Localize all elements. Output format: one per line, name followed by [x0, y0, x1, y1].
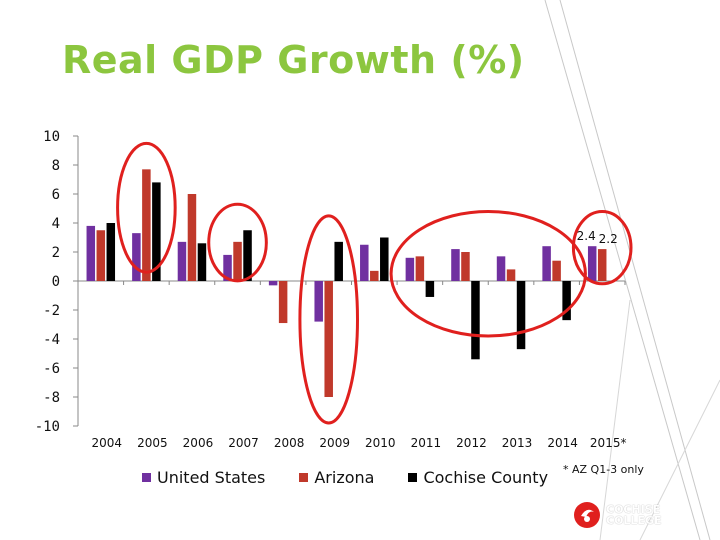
college-logo: COCHISE COLLEGE [572, 500, 662, 530]
bar-united-states [177, 241, 187, 281]
highlight-circle [389, 210, 587, 338]
y-tick-label: -10 [35, 419, 60, 435]
bar-arizona [324, 281, 333, 397]
y-tick-label: 8 [52, 158, 60, 174]
x-tick-label: 2014 [547, 436, 578, 450]
bar-united-states [587, 246, 597, 281]
bar-united-states [132, 233, 141, 281]
x-tick-label: 2010 [365, 436, 396, 450]
legend-item-us: United States [142, 468, 265, 487]
bar-arizona [278, 281, 288, 324]
legend-item-cc: Cochise County [408, 468, 548, 487]
legend-swatch-us [142, 473, 151, 482]
footnote: * AZ Q1-3 only [563, 463, 644, 476]
bar-united-states [405, 257, 415, 281]
bar-united-states [314, 281, 323, 322]
x-tick-label: 2013 [502, 436, 533, 450]
bar-arizona [96, 230, 106, 281]
chart-legend: United States Arizona Cochise County [142, 468, 548, 487]
data-label: 2.4 [577, 229, 596, 243]
bar-united-states [223, 254, 232, 281]
bar-united-states [86, 225, 96, 281]
x-tick-label: 2008 [274, 436, 305, 450]
legend-swatch-az [299, 473, 309, 482]
legend-label-az: Arizona [314, 468, 375, 487]
bar-arizona [415, 256, 425, 281]
x-tick-label: 2004 [92, 436, 123, 450]
bar-arizona [506, 269, 516, 281]
y-tick-label: -6 [43, 361, 60, 377]
bar-arizona [461, 252, 470, 281]
bar-arizona [233, 241, 242, 281]
x-tick-label: 2011 [411, 436, 442, 450]
bar-cochise-county [243, 230, 252, 281]
legend-label-us: United States [157, 468, 266, 487]
bar-arizona [142, 169, 151, 281]
bar-cochise-county [562, 281, 571, 321]
bar-cochise-county [334, 241, 343, 281]
logo-line2: COLLEGE [606, 514, 662, 527]
x-tick-label: 2015* [590, 436, 627, 450]
bar-arizona [597, 249, 607, 281]
x-tick-label: 2009 [319, 436, 350, 450]
bar-cochise-county [106, 223, 116, 281]
y-tick-label: 6 [52, 187, 60, 203]
bar-cochise-county [380, 237, 389, 281]
bar-cochise-county [197, 243, 207, 281]
highlight-circle [571, 210, 633, 286]
bar-united-states [542, 246, 551, 281]
bar-united-states [360, 244, 369, 281]
x-tick-label: 2012 [456, 436, 487, 450]
bar-united-states [451, 249, 460, 281]
y-tick-label: 4 [52, 216, 60, 232]
x-tick-label: 2005 [137, 436, 168, 450]
x-tick-label: 2007 [228, 436, 259, 450]
bar-arizona [552, 260, 561, 281]
legend-item-az: Arizona [299, 468, 374, 487]
y-tick-label: -8 [43, 390, 60, 406]
bar-cochise-county [152, 182, 161, 281]
highlight-circle [116, 141, 177, 274]
legend-swatch-cc [408, 473, 418, 482]
y-tick-label: 2 [52, 245, 60, 261]
highlight-circle [298, 214, 360, 425]
y-tick-label: -4 [43, 332, 60, 348]
bar-cochise-county [425, 281, 435, 297]
page-title: Real GDP Growth (%) [62, 38, 525, 82]
logo-wordmark: COCHISE COLLEGE [606, 504, 662, 526]
bar-united-states [496, 256, 506, 281]
bar-cochise-county [516, 281, 526, 350]
bar-arizona [187, 194, 197, 281]
bar-arizona [370, 270, 379, 281]
y-tick-label: 0 [52, 274, 60, 290]
logo-line1: COCHISE [606, 503, 661, 516]
bar-united-states [268, 281, 278, 286]
x-tick-label: 2006 [183, 436, 214, 450]
highlight-circle [207, 202, 268, 283]
legend-label-cc: Cochise County [423, 468, 549, 487]
logo-mark-icon [574, 502, 600, 528]
y-tick-label: 10 [43, 129, 60, 145]
bar-cochise-county [471, 281, 480, 360]
y-tick-label: -2 [43, 303, 60, 319]
data-label: 2.2 [599, 232, 618, 246]
